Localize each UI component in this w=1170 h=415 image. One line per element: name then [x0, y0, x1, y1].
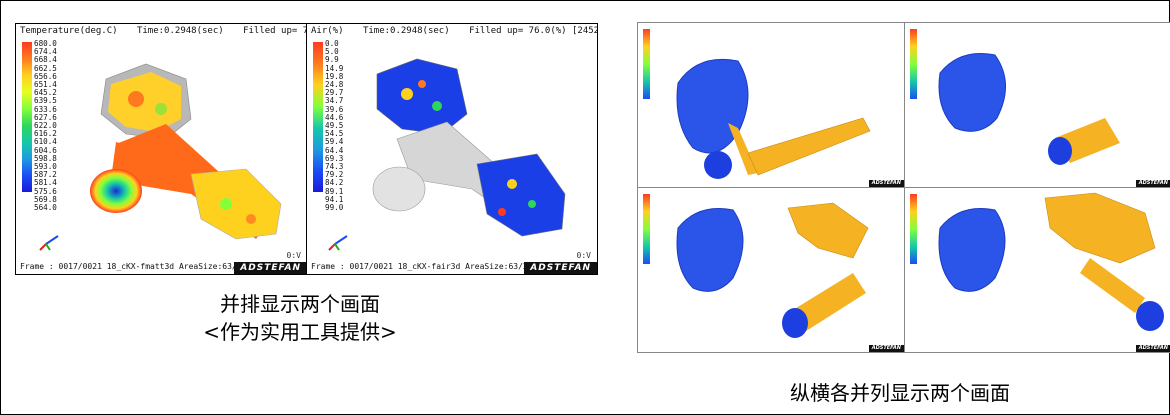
legend-value: 680.0 — [34, 39, 57, 48]
grid-panel-top-left[interactable]: ADSTEFAN — [637, 22, 905, 188]
legend-value: 24.8 — [325, 80, 344, 90]
legend-value: 604.6 — [34, 145, 57, 155]
panel-time: Time:0.2948(sec) — [362, 26, 450, 36]
legend-value: 64.4 — [325, 145, 344, 155]
axis-triad-icon — [328, 235, 348, 251]
legend-value: 39.6 — [325, 104, 344, 114]
legend-value: 581.4 — [34, 178, 57, 188]
panel-footer — [905, 180, 1170, 187]
legend-value: 593.0 — [34, 162, 57, 172]
legend-value: 49.5 — [325, 121, 344, 131]
simulation-render — [938, 52, 1120, 165]
panel-filled: Filled up= 76.0(%) [245249/ — [469, 26, 597, 36]
legend-value: 662.5 — [34, 63, 57, 73]
caption-line-1: 并排显示两个画面 — [220, 292, 380, 316]
brand-logo: ADSTEFAN — [1135, 345, 1170, 352]
legend-value: 639.5 — [34, 96, 57, 106]
legend-value: 616.2 — [34, 129, 57, 139]
simulation-render — [938, 192, 1164, 331]
view-indicator: 0:V — [286, 251, 301, 260]
panel-header: Air(%) Time:0.2948(sec) Filled up= 76.0(… — [311, 26, 597, 36]
legend-value: 5.0 — [325, 47, 339, 57]
legend-values: 680.0 674.4 668.4 662.5 656.6 651.4 645.2 639.5… — [34, 39, 57, 213]
legend-value: 627.6 — [34, 112, 57, 122]
legend-value: 575.6 — [34, 186, 57, 196]
legend-value: 598.8 — [34, 153, 57, 163]
panel-footer — [638, 180, 904, 187]
left-caption: 并排显示两个画面 <作为实用工具提供> — [150, 290, 450, 346]
legend-value: 29.7 — [325, 88, 344, 98]
legend-value: 622.0 — [34, 121, 57, 131]
legend-value: 84.2 — [325, 178, 344, 188]
panel-title: Air(%) — [311, 26, 344, 36]
brand-logo: ADSTEFAN — [234, 262, 307, 274]
legend-value: 74.3 — [325, 162, 344, 172]
brand-logo: ADSTEFAN — [868, 345, 904, 352]
color-legend — [643, 29, 650, 99]
legend-value: 44.6 — [325, 112, 344, 122]
brand-logo: ADSTEFAN — [1135, 180, 1170, 187]
panel-header: Temperature(deg.C) Time:0.2948(sec) Fill… — [20, 26, 307, 36]
panel-footer — [638, 345, 904, 352]
legend-value: 89.1 — [325, 186, 344, 196]
legend-value: 610.4 — [34, 137, 57, 147]
axis-triad-icon — [39, 235, 59, 251]
legend-value: 651.4 — [34, 80, 57, 90]
simulation-render-air — [372, 58, 566, 237]
color-legend — [313, 42, 323, 192]
panel-footer: Frame : 0017/0021 18_cKX-fmatt3d AreaSiz… — [16, 262, 307, 274]
legend-value: 668.4 — [34, 55, 57, 65]
legend-value: 59.4 — [325, 137, 344, 147]
simulation-render-temperature — [90, 63, 282, 240]
panel-footer — [905, 345, 1170, 352]
color-legend — [910, 29, 917, 99]
color-legend — [22, 42, 32, 192]
view-indicator: 0:V — [576, 251, 591, 260]
brand-logo: ADSTEFAN — [868, 180, 904, 187]
panel-filled: Filled up= 76.0 — [243, 26, 307, 36]
viewer-panel-temperature[interactable]: Temperature(deg.C) Time:0.2948(sec) Fill… — [15, 23, 308, 275]
legend-value: 564.0 — [34, 203, 57, 213]
legend-values: 0.0 5.0 9.9 14.9 19.8 24.8 29.7 34.7 39.6 44.6 49.… — [325, 39, 344, 213]
legend-value: 674.4 — [34, 47, 57, 57]
color-legend — [910, 194, 917, 264]
legend-value: 656.6 — [34, 71, 57, 81]
brand-logo: ADSTEFAN — [524, 262, 597, 274]
legend-value: 645.2 — [34, 88, 57, 98]
legend-value: 14.9 — [325, 63, 344, 73]
caption-line-2: <作为实用工具提供> — [203, 320, 397, 344]
legend-value: 0.0 — [325, 39, 339, 48]
color-legend — [643, 194, 650, 264]
legend-value: 34.7 — [325, 96, 344, 106]
viewer-panel-air[interactable]: Air(%) Time:0.2948(sec) Filled up= 76.0(… — [306, 23, 598, 275]
panel-title: Temperature(deg.C) — [20, 26, 118, 36]
legend-value: 19.8 — [325, 71, 344, 81]
legend-value: 569.8 — [34, 194, 57, 204]
legend-value: 99.0 — [325, 203, 344, 213]
grid-panel-top-right[interactable]: ADSTEFAN — [904, 22, 1170, 188]
grid-panel-bottom-left[interactable]: ADSTEFAN — [637, 187, 905, 353]
legend-value: 79.2 — [325, 170, 344, 180]
right-caption: 纵横各并列显示两个画面 — [790, 381, 1010, 405]
simulation-render — [676, 202, 869, 338]
legend-value: 587.2 — [34, 170, 57, 180]
panel-time: Time:0.2948(sec) — [136, 26, 224, 36]
legend-value: 69.3 — [325, 153, 344, 163]
legend-value: 94.1 — [325, 194, 344, 204]
legend-value: 54.5 — [325, 129, 344, 139]
grid-panel-bottom-right[interactable]: ADSTEFAN — [904, 187, 1170, 353]
legend-value: 633.6 — [34, 104, 57, 114]
legend-value: 9.9 — [325, 55, 339, 65]
simulation-render — [676, 58, 871, 179]
